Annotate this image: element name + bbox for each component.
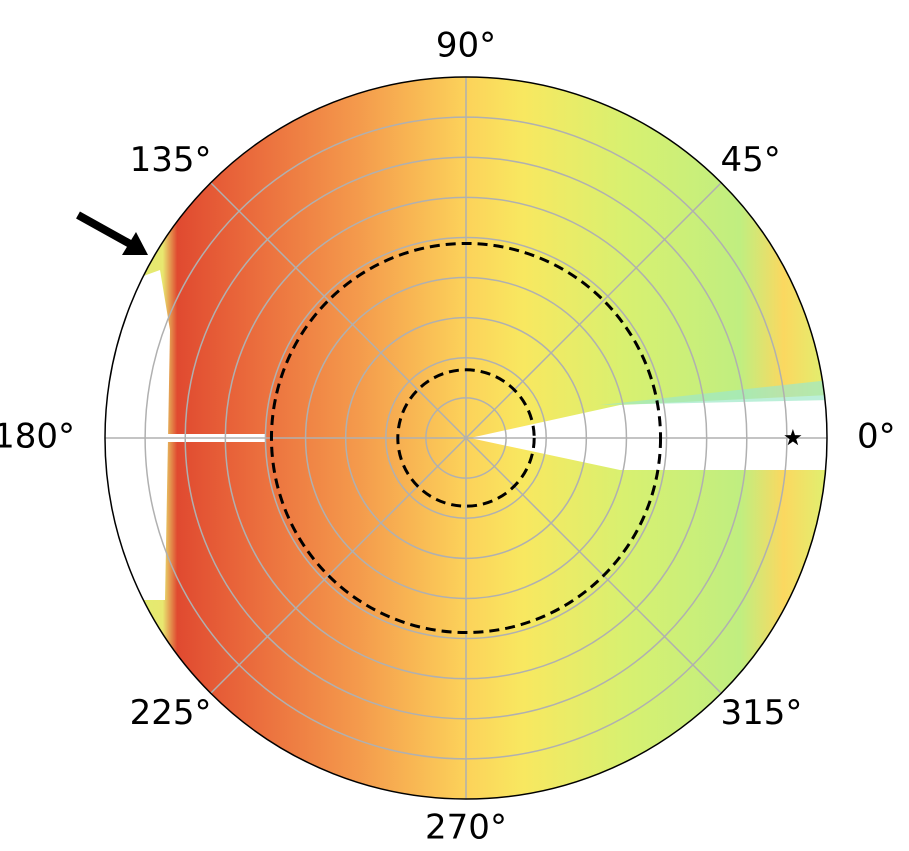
theta-tick-label: 90° bbox=[436, 26, 496, 66]
theta-tick-label: 0° bbox=[857, 417, 896, 457]
theta-tick-label: 180° bbox=[0, 417, 75, 457]
theta-tick-label: 225° bbox=[130, 693, 212, 733]
theta-tick-label: 315° bbox=[720, 693, 802, 733]
star-marker bbox=[784, 429, 802, 446]
grid-spoke bbox=[465, 182, 722, 439]
reference-circle bbox=[396, 368, 536, 508]
grid-spoke bbox=[465, 437, 722, 694]
theta-tick-label: 270° bbox=[425, 808, 507, 848]
polar-frame bbox=[104, 76, 828, 800]
arrow-head bbox=[122, 232, 148, 255]
grid-spoke bbox=[210, 182, 467, 439]
grid-spoke bbox=[210, 437, 467, 694]
theta-tick-label: 135° bbox=[130, 140, 212, 180]
reference-circle bbox=[269, 241, 663, 635]
arrow bbox=[76, 211, 134, 249]
theta-tick-label: 45° bbox=[720, 140, 780, 180]
